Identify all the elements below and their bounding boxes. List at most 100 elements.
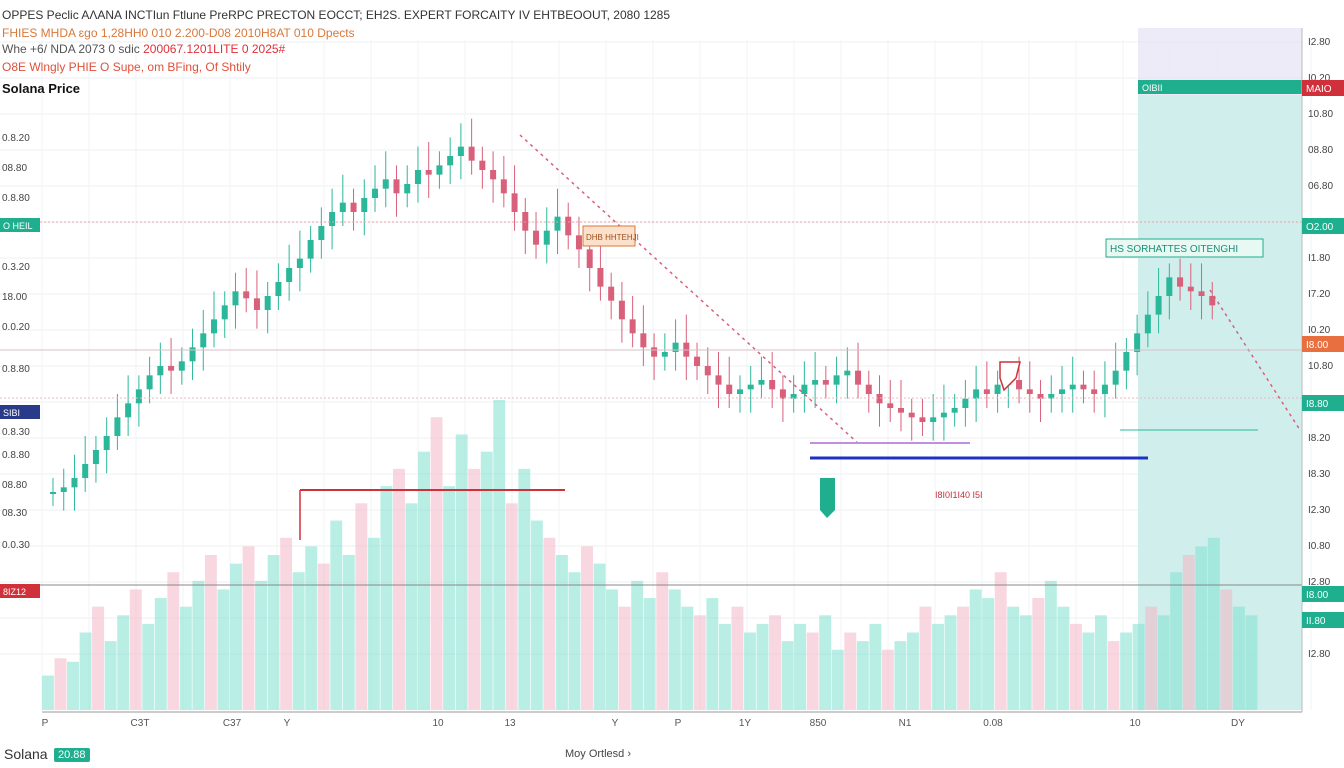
volume-bar: [744, 632, 756, 710]
candle-body: [447, 156, 454, 166]
candle-body: [307, 240, 314, 259]
candle-body: [1177, 277, 1184, 287]
volume-bar: [468, 468, 481, 710]
volume-bar: [656, 572, 669, 710]
volume-bar: [292, 572, 305, 710]
volume-bar: [1057, 606, 1070, 710]
volume-bar: [54, 658, 67, 710]
volume-bar: [179, 606, 192, 710]
volume-bar: [255, 580, 268, 710]
candle-body: [1026, 389, 1033, 394]
candle-body: [1134, 333, 1141, 352]
candle-body: [865, 384, 872, 394]
forecast-bands: [1138, 28, 1302, 710]
y-badge-right: [1302, 395, 1344, 411]
y-tick-label-left: 08.80: [2, 480, 27, 491]
footer-price-badge: 20.88: [54, 748, 90, 762]
annotation-box-green: [1105, 238, 1264, 258]
y-badge-right-label: I8.00: [1306, 590, 1329, 601]
x-tick-label: 1Y: [739, 718, 752, 729]
y-badge-left-label: 8IZ12: [3, 587, 26, 597]
volume-bar: [42, 675, 54, 710]
candle-body: [962, 398, 969, 408]
y-badge-right: [1302, 80, 1344, 96]
volume-bar: [957, 606, 970, 710]
y-axis: I2.80 I0.20 10.80 08.80 06.80 08.80 I1.80 I7.20…: [0, 28, 1344, 712]
volume-bar: [1245, 615, 1258, 710]
candle-body: [694, 356, 701, 366]
volume-bar: [1195, 546, 1208, 710]
volume-bar: [1170, 572, 1183, 710]
y-tick-label-right: I0.20: [1308, 325, 1331, 336]
candle-body: [1187, 286, 1194, 292]
volume-bar: [543, 537, 556, 710]
volume-bar: [706, 598, 719, 710]
candle-body: [704, 366, 711, 376]
volume-bar: [367, 537, 380, 710]
y-badge-right-label: O2.00: [1306, 222, 1334, 233]
volume-bar: [1007, 606, 1020, 710]
volume-bar: [581, 546, 593, 710]
volume-bar: [380, 486, 393, 710]
candle-body: [940, 412, 947, 418]
annotation-label-4: OIBII: [1142, 83, 1163, 93]
y-badge-right: [1302, 586, 1344, 602]
x-tick-label: C37: [223, 718, 242, 729]
price-axis-label: Solana Price: [2, 81, 81, 96]
volume-bar: [894, 641, 907, 710]
volume-bar: [330, 520, 343, 710]
candle-body: [618, 300, 625, 320]
y-tick-label-left: 0.8.80: [2, 193, 30, 204]
candle-body: [500, 179, 507, 194]
y-tick-label-left: 0.0.20: [2, 322, 30, 333]
candle-body: [801, 384, 808, 394]
candle-body: [393, 179, 400, 194]
candle-body: [822, 380, 829, 385]
candle-body: [908, 412, 915, 418]
candle-body: [82, 464, 89, 478]
chart-subtitle-2: Whe +6/ NDA 2073 0 sdic 200067.1201LITE …: [2, 42, 285, 56]
volume-bar: [267, 555, 280, 710]
y-tick-label-left: 0.8.80: [2, 450, 30, 461]
chart-title: OPPES Peclic AɅANA INCTIun Ftlune PreRPC…: [2, 8, 671, 22]
x-tick-label: DY: [1231, 718, 1245, 729]
candle-body: [221, 305, 228, 320]
footer-symbol[interactable]: Solana: [4, 746, 48, 762]
candle-body: [855, 370, 862, 385]
candle-body: [361, 198, 368, 212]
volume-bar: [831, 649, 844, 710]
y-tick-label-left: 0.8.80: [2, 364, 30, 375]
annotation-box-orange: [582, 225, 636, 247]
y-tick-label-right: 06.80: [1308, 181, 1333, 192]
candle-body: [554, 216, 561, 231]
candle-body: [973, 389, 980, 399]
y-tick-label-left: 08.80: [2, 163, 27, 174]
volume-bar: [781, 641, 794, 710]
y-tick-label-right: I2.80: [1308, 577, 1331, 588]
candle-body: [60, 487, 67, 492]
y-badge-right: [1302, 612, 1344, 628]
candle-body: [951, 408, 958, 413]
candle-body: [382, 179, 389, 189]
marker-icon-green: [820, 478, 835, 518]
volume-bar: [280, 537, 293, 710]
y-badge-right-label: I8.00: [1306, 340, 1329, 351]
volume-bar: [530, 520, 543, 710]
candle-body: [608, 286, 615, 301]
candle-body: [200, 333, 207, 348]
volume-bar: [982, 598, 995, 710]
candle-body: [1069, 384, 1076, 390]
candle-body: [640, 333, 647, 348]
volume-bar: [1207, 537, 1220, 710]
candle-body: [490, 170, 497, 180]
candle-body: [114, 417, 121, 436]
candle-body: [844, 370, 851, 376]
candle-body: [715, 375, 722, 385]
volume-bar: [1120, 632, 1133, 710]
volume-bar: [455, 434, 468, 710]
y-tick-label-right: I2.80: [1308, 37, 1331, 48]
chart-overlays: DHB HHTEHJI HS SORHATTES OITENGHI I8I0I1I4…: [0, 83, 1302, 586]
y-badge-right-label: II.80: [1306, 616, 1326, 627]
footer-link[interactable]: Moy Ortlesd ›: [565, 748, 632, 760]
candle-body: [92, 450, 99, 464]
